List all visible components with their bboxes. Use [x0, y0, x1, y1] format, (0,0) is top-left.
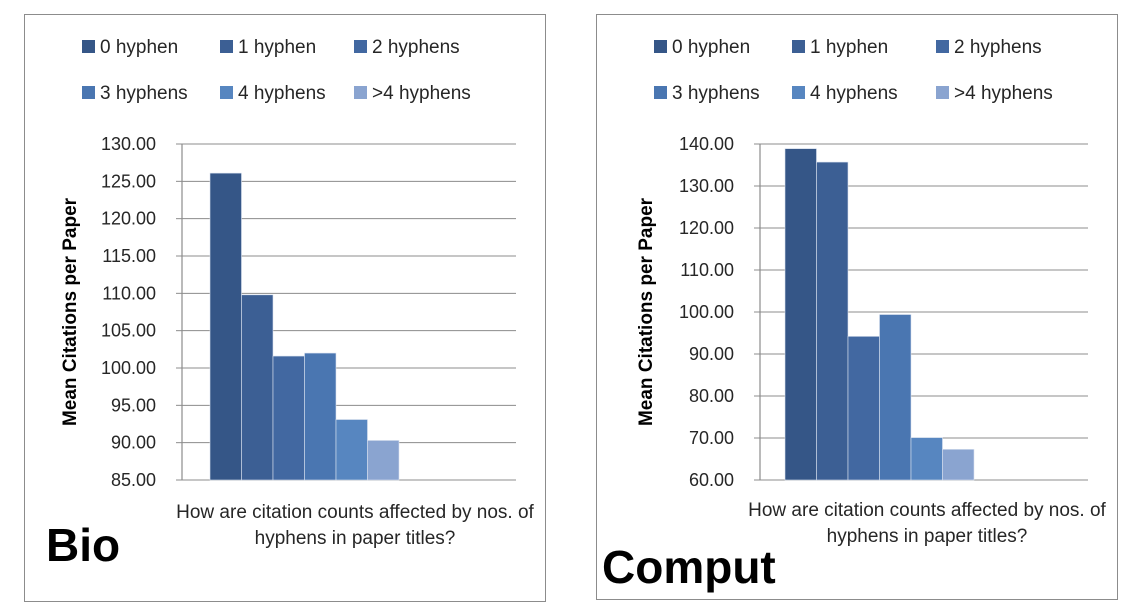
- bar-4-hyphens: [942, 449, 975, 481]
- legend-label: >4 hyphens: [372, 83, 471, 104]
- y-tick-label: 60.00: [689, 470, 734, 490]
- x-axis-title: How are citation counts affected by nos.…: [748, 500, 1106, 547]
- bar-0-hyphen: [209, 172, 242, 481]
- bar-2-hyphens: [272, 355, 305, 481]
- legend-swatch: [654, 86, 667, 99]
- bar-0-hyphen: [784, 148, 817, 481]
- bar-4-hyphens: [910, 437, 943, 481]
- comput-chart-panel: 60.00 70.00 80.00 90.00 100.00 110.00 120.00 13…: [596, 14, 1118, 600]
- y-tick-label: 130.00: [101, 134, 156, 154]
- x-axis-title: How are citation counts affected by nos.…: [176, 502, 534, 549]
- legend-swatch: [792, 40, 805, 53]
- legend-swatch: [82, 86, 95, 99]
- bar-1-hyphen: [816, 161, 849, 481]
- y-tick-label: 95.00: [111, 395, 156, 415]
- legend-swatch: [220, 40, 233, 53]
- legend-label: 1 hyphen: [238, 37, 316, 58]
- y-tick-label: 125.00: [101, 171, 156, 191]
- legend-label: 0 hyphen: [100, 37, 178, 58]
- legend-swatch: [354, 86, 367, 99]
- panel-label-bio: Bio: [46, 519, 121, 571]
- comput-bar-chart: 60.00 70.00 80.00 90.00 100.00 110.00 120.00 13…: [636, 37, 1088, 490]
- bar-2-hyphens: [847, 336, 880, 481]
- legend-label: 2 hyphens: [954, 37, 1042, 58]
- y-tick-label: 100.00: [101, 358, 156, 378]
- legend-label: 3 hyphens: [100, 83, 188, 104]
- y-tick-label: 120.00: [101, 209, 156, 229]
- y-tick-label: 70.00: [689, 428, 734, 448]
- bar-4-hyphens: [335, 419, 368, 481]
- y-tick-label: 130.00: [679, 176, 734, 196]
- bio-chart-panel: 85.00 90.00 95.00 100.00 105.00 110.00 115.00 1…: [24, 14, 546, 602]
- bar-3-hyphens: [879, 314, 912, 481]
- y-tick-label: 110.00: [680, 260, 734, 280]
- legend-label: 0 hyphen: [672, 37, 750, 58]
- y-tick-label: 120.00: [679, 218, 734, 238]
- legend-swatch: [792, 86, 805, 99]
- y-axis-title: Mean Citations per Paper: [636, 197, 657, 426]
- y-axis-title: Mean Citations per Paper: [60, 197, 81, 426]
- y-tick-label: 90.00: [689, 344, 734, 364]
- bar-1-hyphen: [241, 294, 274, 481]
- legend-label: 3 hyphens: [672, 83, 760, 104]
- y-tick-label: 105.00: [101, 321, 156, 341]
- legend-swatch: [936, 86, 949, 99]
- legend-label: >4 hyphens: [954, 83, 1053, 104]
- y-tick-label: 85.00: [111, 470, 156, 490]
- chart-frame: [596, 14, 1118, 600]
- bio-bar-chart: 85.00 90.00 95.00 100.00 105.00 110.00 115.00 1…: [60, 37, 516, 490]
- bar-3-hyphens: [304, 352, 337, 481]
- legend-swatch: [936, 40, 949, 53]
- legend-swatch: [654, 40, 667, 53]
- legend-label: 4 hyphens: [238, 83, 326, 104]
- legend-label: 2 hyphens: [372, 37, 460, 58]
- legend-swatch: [354, 40, 367, 53]
- bar-4-hyphens: [367, 440, 400, 481]
- y-tick-label: 115.00: [102, 246, 156, 266]
- y-tick-label: 110.00: [102, 283, 156, 303]
- y-tick-label: 80.00: [689, 386, 734, 406]
- panel-label-comput: Comput: [602, 541, 776, 593]
- y-tick-label: 100.00: [679, 302, 734, 322]
- legend-swatch: [82, 40, 95, 53]
- chart-frame: [24, 14, 546, 602]
- legend-label: 1 hyphen: [810, 37, 888, 58]
- y-tick-label: 140.00: [679, 134, 734, 154]
- y-tick-label: 90.00: [111, 433, 156, 453]
- legend-swatch: [220, 86, 233, 99]
- legend-label: 4 hyphens: [810, 83, 898, 104]
